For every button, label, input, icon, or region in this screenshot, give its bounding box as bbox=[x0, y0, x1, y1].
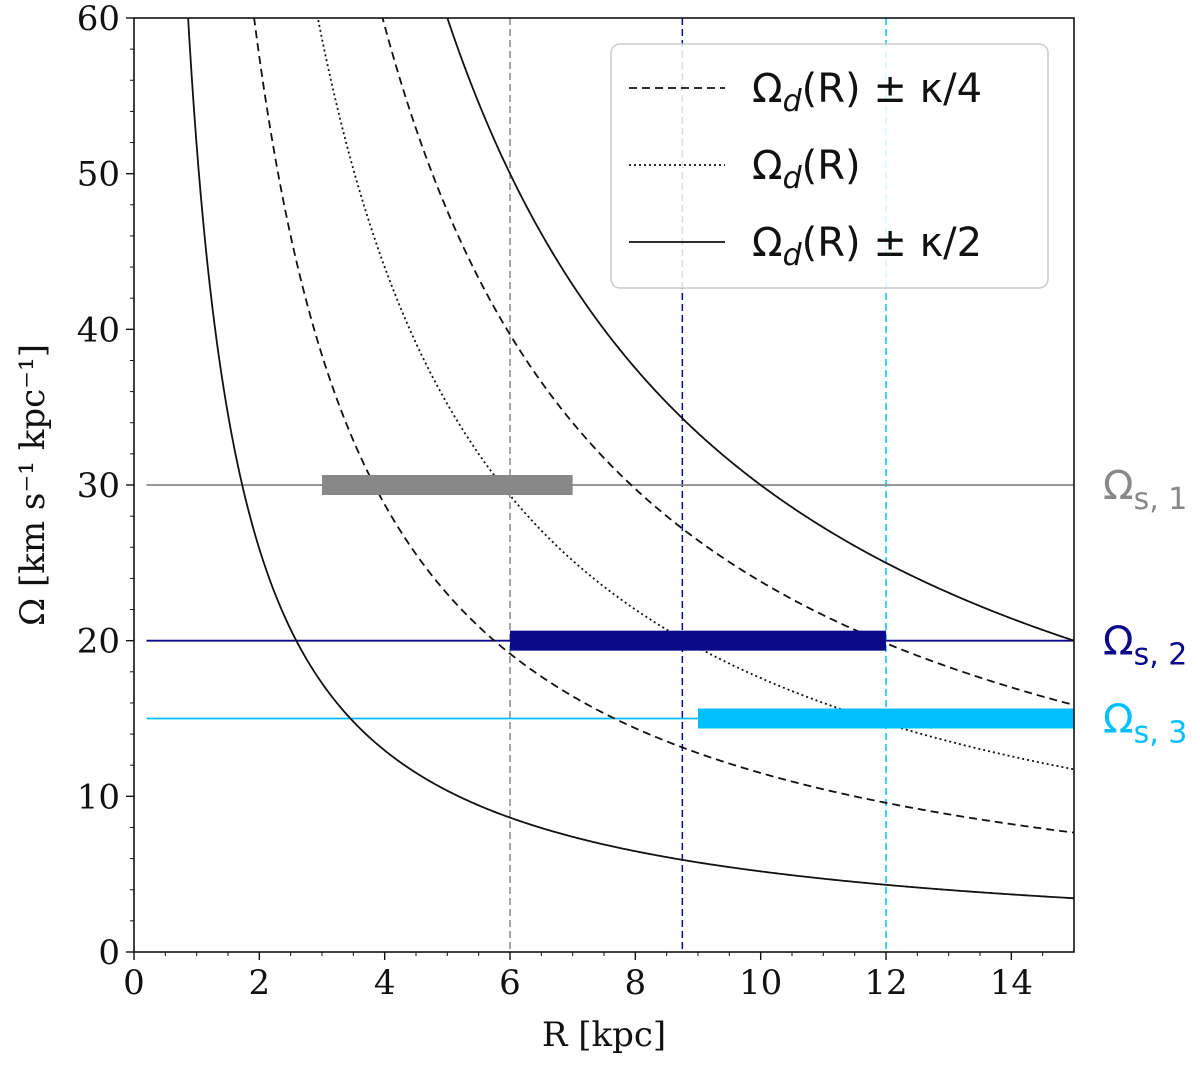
pattern-speed-labels: Ωs, 1 Ωs, 2 Ωs, 3 bbox=[1103, 463, 1187, 751]
y-tick-label: 40 bbox=[77, 310, 120, 350]
pattern-speed-bar-1 bbox=[322, 475, 573, 495]
y-tick-label: 50 bbox=[77, 155, 120, 195]
x-tick-label: 2 bbox=[249, 963, 271, 1003]
pattern-speed-label-2: Ωs, 2 bbox=[1103, 619, 1187, 673]
legend-box bbox=[610, 43, 1049, 289]
x-tick-label: 8 bbox=[625, 963, 647, 1003]
legend-label-dotted: Ωd(R) bbox=[752, 143, 861, 196]
legend-label-solid: Ωd(R) ± κ/2 bbox=[752, 220, 982, 273]
x-tick-label: 14 bbox=[990, 963, 1033, 1003]
y-tick-label: 30 bbox=[77, 466, 120, 506]
y-tick-label: 60 bbox=[77, 0, 120, 39]
x-ticks: 0 2 4 6 8 10 12 14 bbox=[123, 952, 1044, 1003]
pattern-speed-label-1: Ωs, 1 bbox=[1103, 463, 1187, 517]
y-tick-label: 10 bbox=[77, 777, 120, 817]
pattern-speed-bars bbox=[322, 475, 1074, 729]
y-tick-label: 20 bbox=[77, 622, 120, 662]
y-axis-label: Ω [km s⁻¹ kpc⁻¹] bbox=[13, 344, 53, 626]
pattern-speed-bar-3 bbox=[698, 708, 1074, 729]
x-tick-label: 6 bbox=[499, 963, 521, 1003]
x-tick-label: 10 bbox=[739, 963, 782, 1003]
pattern-speed-lines bbox=[146, 484, 1074, 720]
legend: Ωd(R) ± κ/4 Ωd(R) Ωd(R) ± κ/2 bbox=[610, 43, 1049, 289]
pattern-speed-bar-2 bbox=[510, 630, 886, 651]
x-axis-label: R [kpc] bbox=[542, 1015, 666, 1055]
x-tick-label: 12 bbox=[864, 963, 907, 1003]
curve-dashed-4 bbox=[381, 18, 1074, 706]
curve-solid-5 bbox=[446, 18, 1074, 642]
pattern-speed-label-3: Ωs, 3 bbox=[1103, 697, 1187, 751]
x-tick-label: 0 bbox=[123, 963, 145, 1003]
y-ticks: 0 10 20 30 40 50 60 bbox=[77, 0, 134, 973]
x-tick-label: 4 bbox=[374, 963, 396, 1003]
y-tick-label: 0 bbox=[98, 933, 120, 973]
legend-label-dashed: Ωd(R) ± κ/4 bbox=[752, 66, 982, 119]
curve-solid-1 bbox=[187, 18, 1074, 900]
